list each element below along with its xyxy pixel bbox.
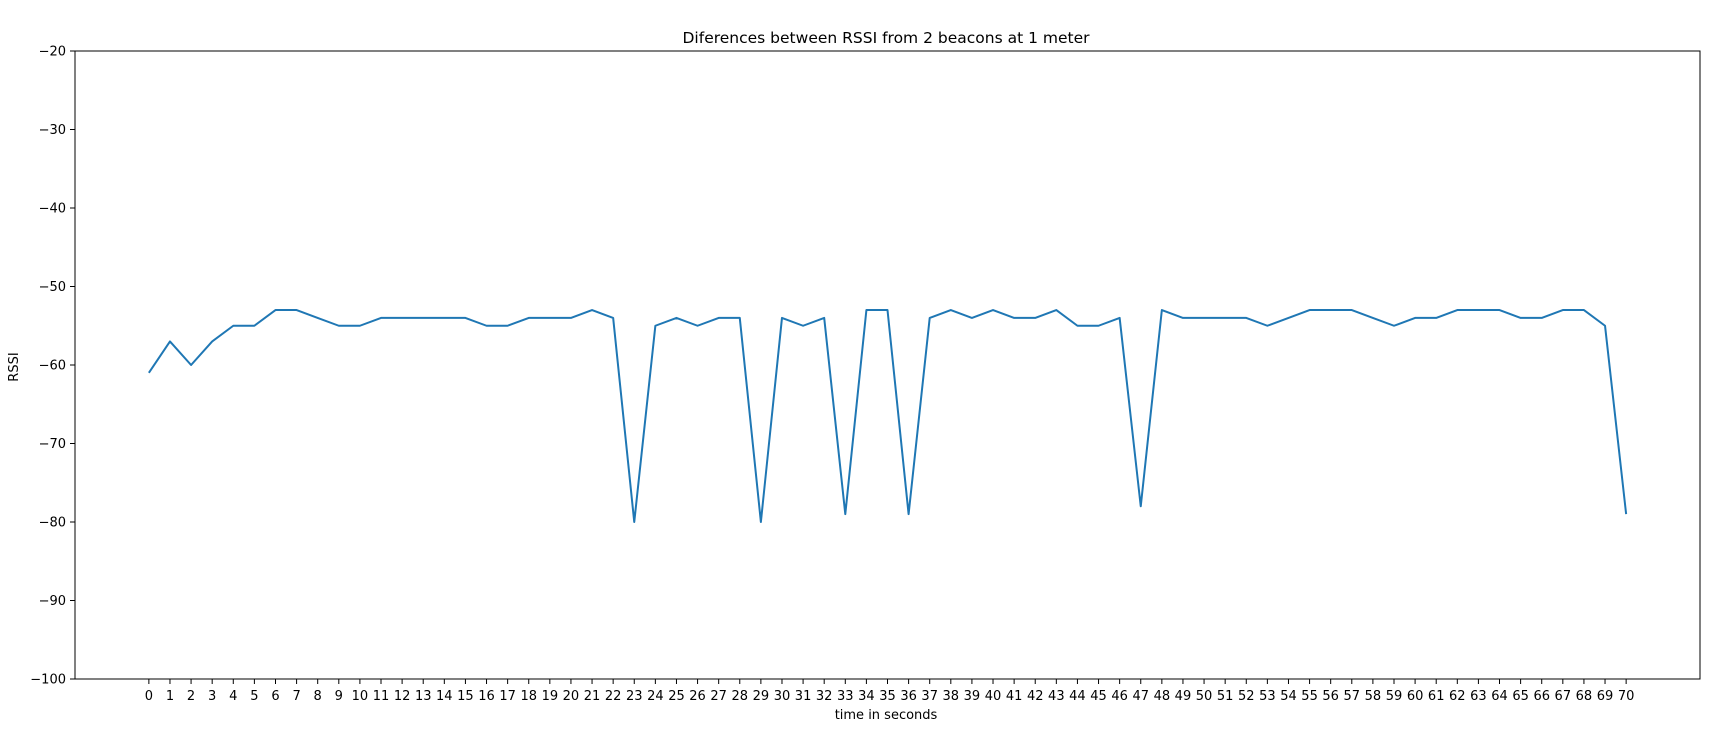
- x-tick-label: 5: [250, 689, 258, 704]
- x-tick-label: 69: [1597, 689, 1614, 704]
- x-tick-label: 8: [314, 689, 322, 704]
- x-tick-label: 57: [1344, 689, 1361, 704]
- y-tick-label: −30: [39, 123, 66, 138]
- x-tick-label: 51: [1217, 689, 1234, 704]
- x-tick-label: 22: [605, 689, 622, 704]
- x-tick-label: 37: [921, 689, 938, 704]
- x-tick-label: 60: [1407, 689, 1424, 704]
- x-tick-label: 2: [187, 689, 195, 704]
- x-tick-label: 17: [499, 689, 516, 704]
- x-tick-label: 9: [335, 689, 343, 704]
- x-tick-label: 44: [1069, 689, 1086, 704]
- x-tick-label: 3: [208, 689, 216, 704]
- y-tick-label: −40: [39, 202, 66, 217]
- x-tick-label: 46: [1111, 689, 1128, 704]
- x-tick-label: 1: [166, 689, 174, 704]
- x-tick-label: 20: [563, 689, 580, 704]
- chart-title: Diferences between RSSI from 2 beacons a…: [683, 29, 1091, 47]
- x-tick-label: 38: [943, 689, 960, 704]
- x-tick-label: 21: [584, 689, 601, 704]
- x-tick-label: 19: [542, 689, 559, 704]
- x-tick-label: 39: [964, 689, 981, 704]
- x-axis-label: time in seconds: [835, 708, 938, 723]
- y-tick-label: −100: [30, 673, 66, 688]
- x-tick-label: 7: [292, 689, 300, 704]
- x-tick-label: 41: [1006, 689, 1023, 704]
- x-tick-label: 50: [1196, 689, 1213, 704]
- series-line: [148, 309, 1628, 523]
- x-tick-label: 52: [1238, 689, 1255, 704]
- x-tick-label: 33: [837, 689, 854, 704]
- x-tick-label: 24: [647, 689, 664, 704]
- x-tick-label: 25: [668, 689, 685, 704]
- y-tick-label: −90: [39, 594, 66, 609]
- x-tick-label: 48: [1154, 689, 1171, 704]
- x-tick-label: 28: [731, 689, 748, 704]
- y-tick-label: −60: [39, 359, 66, 374]
- x-tick-label: 59: [1386, 689, 1403, 704]
- x-tick-label: 35: [879, 689, 896, 704]
- x-tick-label: 70: [1618, 689, 1635, 704]
- x-tick-label: 29: [753, 689, 770, 704]
- x-tick-label: 27: [710, 689, 727, 704]
- x-tick-label: 47: [1132, 689, 1149, 704]
- x-tick-label: 14: [436, 689, 453, 704]
- x-tick-label: 53: [1259, 689, 1276, 704]
- x-tick-label: 55: [1301, 689, 1318, 704]
- x-tick-label: 23: [626, 689, 643, 704]
- x-tick-label: 65: [1512, 689, 1529, 704]
- y-tick-label: −20: [39, 45, 66, 60]
- x-tick-label: 11: [373, 689, 390, 704]
- x-tick-label: 54: [1280, 689, 1297, 704]
- y-tick-label: −50: [39, 280, 66, 295]
- x-tick-label: 36: [900, 689, 917, 704]
- plot-area-frame: [74, 50, 1701, 680]
- x-tick-label: 62: [1449, 689, 1466, 704]
- x-tick-label: 49: [1175, 689, 1192, 704]
- x-tick-label: 32: [816, 689, 833, 704]
- x-tick-label: 56: [1322, 689, 1339, 704]
- x-tick-label: 63: [1470, 689, 1487, 704]
- x-tick-label: 68: [1576, 689, 1593, 704]
- y-axis-label: RSSI: [7, 352, 22, 381]
- x-tick-label: 0: [145, 689, 153, 704]
- y-axis-ticks: −20 −30 −40 −50 −60 −70 −80 −90 −100: [30, 45, 75, 688]
- x-tick-label: 16: [478, 689, 495, 704]
- x-tick-label: 10: [352, 689, 369, 704]
- x-tick-label: 61: [1428, 689, 1445, 704]
- x-tick-label: 58: [1365, 689, 1382, 704]
- x-tick-label: 40: [985, 689, 1002, 704]
- x-tick-label: 66: [1533, 689, 1550, 704]
- x-tick-label: 45: [1090, 689, 1107, 704]
- x-tick-label: 15: [457, 689, 474, 704]
- x-tick-label: 30: [774, 689, 791, 704]
- x-tick-label: 18: [520, 689, 537, 704]
- x-tick-label: 13: [415, 689, 432, 704]
- x-tick-label: 34: [858, 689, 875, 704]
- y-tick-label: −70: [39, 437, 66, 452]
- x-tick-label: 4: [229, 689, 237, 704]
- x-tick-label: 31: [795, 689, 812, 704]
- y-tick-label: −80: [39, 516, 66, 531]
- x-tick-label: 6: [271, 689, 279, 704]
- x-tick-label: 42: [1027, 689, 1044, 704]
- x-axis-ticks: 0 1 2 3 4 5 6 7 8 9 10 11 12 13 14 15 16 17 18 19 20 21 22 23 24…: [145, 679, 1635, 704]
- x-tick-label: 43: [1048, 689, 1065, 704]
- x-tick-label: 26: [689, 689, 706, 704]
- x-tick-label: 64: [1491, 689, 1508, 704]
- x-tick-label: 67: [1555, 689, 1572, 704]
- x-tick-label: 12: [394, 689, 411, 704]
